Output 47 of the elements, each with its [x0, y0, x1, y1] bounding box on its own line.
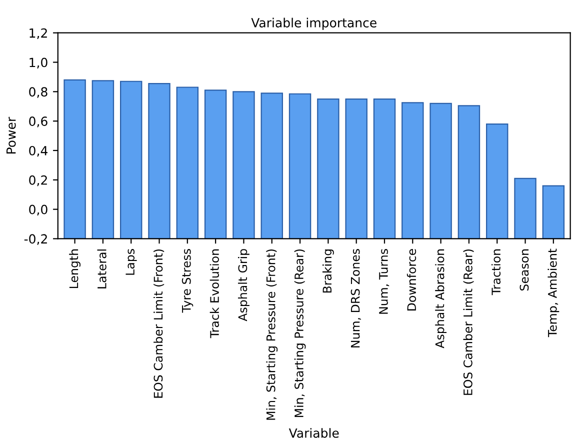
x-tick-label: EOS Camber Limit (Rear) [463, 249, 474, 395]
x-tick-label: Temp, Ambient [548, 248, 560, 338]
x-tick-label: Asphalt Abrasion [435, 249, 447, 348]
bar [542, 185, 565, 239]
x-tick-label: Asphalt Grip [238, 249, 250, 322]
x-tick-label: Min, Starting Pressure (Rear) [294, 249, 306, 417]
y-tick-label: 0,8 [29, 87, 48, 98]
bar [120, 80, 142, 239]
x-tick-label: Min, Starting Pressure (Front) [266, 249, 278, 420]
x-tick-label: Length [69, 249, 81, 288]
y-tick-label: 0,6 [29, 116, 48, 128]
x-tick-label: Laps [126, 249, 137, 275]
y-tick-label: 1,2 [30, 28, 47, 40]
x-tick-label: Tyre Stress [182, 249, 194, 313]
bar [373, 98, 396, 239]
x-tick-label: Braking [322, 250, 334, 293]
bar [486, 123, 508, 239]
y-tick-label: 0,4 [29, 146, 48, 157]
x-tick-label: EOS Camber Limit (Front) [154, 249, 164, 398]
bar [176, 86, 199, 239]
x-tick-label: Track Evolution [210, 249, 219, 338]
bar [514, 178, 536, 239]
bar [92, 80, 114, 239]
y-tick-label: 0,2 [29, 175, 47, 186]
x-tick-label: Traction [491, 249, 501, 296]
bar [430, 102, 452, 239]
bar [64, 79, 86, 239]
bar [148, 83, 170, 239]
bar [458, 105, 480, 239]
x-tick-label: Num, Turns [379, 249, 390, 314]
bar [317, 98, 340, 239]
bar [204, 90, 227, 239]
x-tick-label: Downforce [406, 249, 416, 310]
x-axis-title: Variable [288, 428, 339, 438]
bar [288, 93, 312, 239]
bar [345, 98, 368, 239]
y-tick-label: 0,0 [29, 204, 48, 216]
x-tick-label: Season [520, 249, 529, 290]
chart-title: Variable importance [251, 18, 376, 30]
x-tick-label: Lateral [97, 250, 106, 288]
y-tick-label: 1,0 [30, 58, 48, 68]
x-tick-label: Num, DRS Zones [350, 249, 361, 348]
y-axis-title: Power [6, 116, 16, 154]
y-tick-label: -0,2 [24, 234, 47, 245]
bar [232, 91, 255, 239]
bar [402, 102, 424, 239]
bar [260, 92, 283, 239]
